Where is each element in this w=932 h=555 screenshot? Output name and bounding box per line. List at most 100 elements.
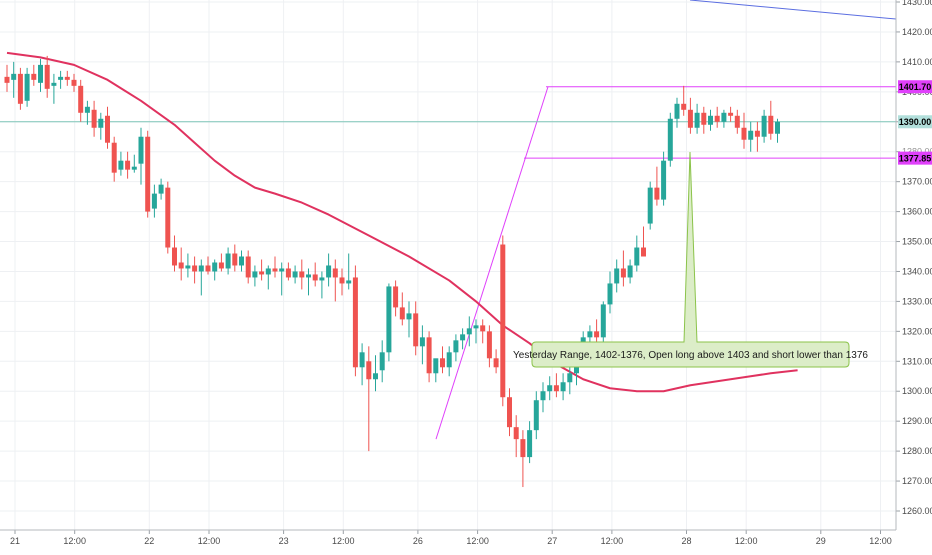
candle[interactable]: [292, 265, 298, 284]
candle[interactable]: [741, 112, 747, 149]
candle[interactable]: [708, 109, 713, 131]
candle[interactable]: [754, 121, 760, 152]
candle[interactable]: [64, 70, 70, 86]
candle[interactable]: [661, 151, 667, 206]
candle[interactable]: [553, 373, 559, 398]
candle[interactable]: [620, 250, 626, 287]
candle[interactable]: [252, 265, 258, 287]
candle[interactable]: [279, 262, 285, 296]
candle[interactable]: [634, 235, 640, 272]
candle[interactable]: [31, 64, 37, 86]
candle[interactable]: [339, 268, 345, 296]
candle[interactable]: [245, 250, 251, 284]
candle[interactable]: [393, 280, 399, 317]
candle[interactable]: [192, 256, 198, 284]
candle[interactable]: [594, 319, 600, 344]
candle[interactable]: [600, 301, 606, 344]
candle[interactable]: [165, 181, 171, 254]
candle[interactable]: [24, 67, 30, 107]
candle[interactable]: [768, 100, 774, 140]
candle[interactable]: [473, 319, 479, 344]
candle[interactable]: [734, 109, 740, 134]
candle[interactable]: [319, 271, 325, 299]
candle[interactable]: [239, 250, 244, 272]
candle[interactable]: [366, 346, 372, 452]
candle[interactable]: [460, 328, 466, 350]
candle[interactable]: [654, 166, 660, 206]
candle[interactable]: [359, 343, 365, 386]
candle[interactable]: [446, 346, 452, 377]
candle[interactable]: [11, 61, 17, 98]
candle[interactable]: [259, 259, 265, 281]
candle[interactable]: [433, 358, 439, 383]
candle[interactable]: [748, 121, 754, 152]
candle[interactable]: [265, 265, 271, 290]
candle[interactable]: [285, 262, 291, 281]
candle[interactable]: [118, 151, 124, 176]
candle[interactable]: [17, 67, 23, 110]
candle[interactable]: [453, 334, 459, 362]
candle[interactable]: [91, 100, 97, 137]
candle[interactable]: [694, 103, 700, 134]
candle[interactable]: [466, 316, 472, 347]
candle[interactable]: [440, 346, 445, 374]
candle[interactable]: [399, 292, 405, 326]
candle[interactable]: [178, 247, 184, 281]
candle[interactable]: [607, 271, 613, 314]
candle[interactable]: [44, 55, 50, 98]
candle[interactable]: [212, 259, 218, 281]
candle[interactable]: [373, 355, 378, 392]
candle[interactable]: [728, 106, 734, 122]
candle[interactable]: [426, 331, 432, 383]
candle[interactable]: [105, 106, 110, 149]
candle[interactable]: [379, 340, 385, 383]
candle[interactable]: [198, 259, 204, 296]
candle[interactable]: [125, 151, 131, 179]
candle[interactable]: [185, 253, 191, 278]
candle[interactable]: [352, 265, 358, 377]
candle[interactable]: [500, 235, 506, 407]
candle[interactable]: [641, 226, 646, 257]
candle[interactable]: [775, 118, 780, 143]
candle[interactable]: [507, 388, 512, 437]
candle[interactable]: [306, 268, 311, 296]
candle[interactable]: [667, 112, 673, 167]
candle[interactable]: [346, 253, 352, 290]
candle[interactable]: [493, 349, 499, 374]
candle[interactable]: [84, 100, 90, 125]
candle[interactable]: [413, 301, 419, 356]
candle[interactable]: [138, 127, 144, 185]
candle[interactable]: [647, 181, 653, 230]
candle[interactable]: [111, 136, 117, 182]
candle[interactable]: [158, 178, 164, 200]
candle[interactable]: [326, 253, 332, 287]
candle[interactable]: [520, 430, 526, 488]
candle[interactable]: [721, 109, 727, 128]
candle[interactable]: [560, 373, 566, 401]
candle[interactable]: [761, 109, 767, 143]
candle[interactable]: [145, 130, 151, 218]
candle[interactable]: [547, 376, 553, 401]
candle[interactable]: [51, 73, 57, 104]
candle[interactable]: [299, 259, 305, 290]
candle[interactable]: [687, 97, 693, 134]
candle[interactable]: [58, 70, 64, 89]
candle[interactable]: [205, 256, 211, 275]
candle[interactable]: [218, 253, 224, 272]
candle[interactable]: [681, 85, 687, 116]
candle[interactable]: [406, 301, 412, 338]
candle[interactable]: [332, 259, 338, 302]
candle[interactable]: [614, 259, 620, 293]
candle[interactable]: [272, 256, 278, 278]
candle[interactable]: [172, 235, 177, 272]
candle[interactable]: [701, 106, 707, 134]
candle[interactable]: [386, 283, 392, 362]
candle[interactable]: [627, 259, 633, 284]
candle[interactable]: [419, 325, 425, 365]
candle[interactable]: [486, 325, 492, 368]
candle[interactable]: [533, 391, 539, 440]
candle[interactable]: [513, 415, 519, 458]
candle[interactable]: [527, 421, 533, 464]
candles[interactable]: [4, 55, 781, 488]
